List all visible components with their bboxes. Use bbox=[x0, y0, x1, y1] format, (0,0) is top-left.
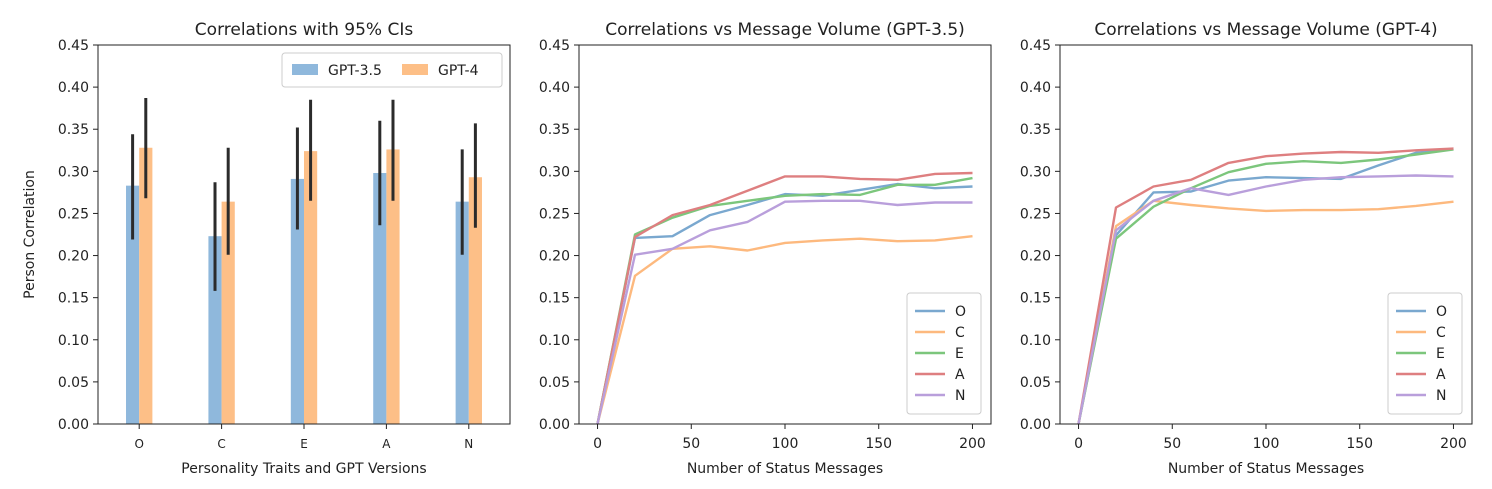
y-tick-label: 0.20 bbox=[539, 249, 570, 265]
legend-label: O bbox=[955, 304, 966, 320]
x-tick-label: C bbox=[217, 437, 225, 451]
x-axis-label: Personality Traits and GPT Versions bbox=[181, 461, 426, 477]
bar-GPT-4-A bbox=[386, 149, 400, 425]
plot-frame bbox=[578, 44, 992, 425]
bar-GPT-3.5-E bbox=[290, 178, 304, 424]
x-tick-label: 50 bbox=[1163, 436, 1181, 452]
y-tick-label: 0.25 bbox=[58, 206, 89, 222]
y-tick-label: 0.05 bbox=[1020, 375, 1051, 391]
legend-label: E bbox=[1436, 346, 1445, 362]
x-tick-label: 150 bbox=[865, 436, 892, 452]
bar-GPT-3.5-A bbox=[373, 173, 387, 424]
chart-panel-3: Correlations vs Message Volume (GPT-4) 0.… bbox=[1020, 20, 1473, 477]
legend-swatch-GPT-3.5 bbox=[292, 64, 318, 75]
y-tick-label: 0.25 bbox=[1020, 206, 1051, 222]
y-tick-label: 0.05 bbox=[58, 375, 89, 391]
series-line-N bbox=[1077, 174, 1454, 425]
x-axis-label: Number of Status Messages bbox=[687, 461, 883, 477]
y-tick-label: 0.45 bbox=[58, 38, 89, 54]
plot-frame bbox=[97, 44, 511, 425]
y-tick-label: 0.15 bbox=[1020, 291, 1051, 307]
series-line-N bbox=[596, 199, 973, 425]
x-tick-label: A bbox=[382, 437, 391, 451]
y-tick-label: 0.40 bbox=[539, 80, 570, 96]
legend-swatch-GPT-4 bbox=[402, 64, 428, 75]
x-tick-label: 150 bbox=[1346, 436, 1373, 452]
series-line-A bbox=[1077, 147, 1454, 425]
y-tick-label: 0.40 bbox=[1020, 80, 1051, 96]
legend-label: O bbox=[1436, 304, 1447, 320]
series-line-O bbox=[1077, 147, 1454, 425]
series-line-C bbox=[596, 235, 973, 425]
y-tick-label: 0.35 bbox=[1020, 122, 1051, 138]
x-tick-label: 100 bbox=[1253, 436, 1280, 452]
legend-label: GPT-3.5 bbox=[328, 63, 382, 79]
y-tick-label: 0.30 bbox=[539, 164, 570, 180]
legend-label: N bbox=[1436, 388, 1446, 404]
legend-label: A bbox=[955, 367, 965, 383]
x-tick-label: 0 bbox=[593, 436, 602, 452]
y-tick-label: 0.35 bbox=[539, 122, 570, 138]
y-tick-label: 0.40 bbox=[58, 80, 89, 96]
bar-GPT-3.5-N bbox=[455, 201, 469, 424]
y-tick-label: 0.10 bbox=[1020, 333, 1051, 349]
series-line-A bbox=[596, 171, 973, 425]
chart-panel-2: Correlations vs Message Volume (GPT-3.5)… bbox=[539, 20, 992, 477]
y-tick-label: 0.20 bbox=[58, 249, 89, 265]
legend-label: A bbox=[1436, 367, 1446, 383]
y-tick-label: 0.15 bbox=[539, 291, 570, 307]
x-tick-label: 200 bbox=[959, 436, 986, 452]
y-tick-label: 0.15 bbox=[58, 291, 89, 307]
bar-GPT-4-O bbox=[139, 147, 153, 425]
legend-box bbox=[281, 52, 503, 88]
x-axis-label: Number of Status Messages bbox=[1168, 461, 1364, 477]
y-tick-label: 0.10 bbox=[539, 333, 570, 349]
x-tick-label: 200 bbox=[1440, 436, 1467, 452]
y-axis-label: Person Correlation bbox=[22, 170, 38, 299]
bar-GPT-4-N bbox=[468, 177, 482, 424]
y-tick-label: 0.30 bbox=[58, 164, 89, 180]
legend: GPT-3.5 GPT-4 bbox=[281, 52, 503, 88]
y-tick-label: 0.10 bbox=[58, 333, 89, 349]
y-tick-label: 0.30 bbox=[1020, 164, 1051, 180]
chart-title: Correlations vs Message Volume (GPT-4) bbox=[1094, 20, 1437, 40]
series-line-E bbox=[1077, 148, 1454, 425]
x-tick-label: O bbox=[134, 437, 143, 451]
x-tick-label: 100 bbox=[772, 436, 799, 452]
legend-label: C bbox=[1436, 325, 1446, 341]
legend-label: E bbox=[955, 346, 964, 362]
x-tick-label: 0 bbox=[1074, 436, 1083, 452]
y-tick-label: 0.45 bbox=[539, 38, 570, 54]
y-tick-label: 0.45 bbox=[1020, 38, 1051, 54]
bar-GPT-4-C bbox=[221, 201, 235, 424]
y-tick-label: 0.00 bbox=[539, 417, 570, 433]
x-tick-label: N bbox=[464, 437, 473, 451]
y-tick-label: 0.25 bbox=[539, 206, 570, 222]
chart-title: Correlations vs Message Volume (GPT-3.5) bbox=[605, 20, 965, 40]
bar-GPT-3.5-C bbox=[208, 236, 222, 424]
x-tick-label: E bbox=[300, 437, 308, 451]
legend-label: N bbox=[955, 388, 965, 404]
x-tick-label: 50 bbox=[682, 436, 700, 452]
chart-panel-1: Correlations with 95% CIs 0.00 0.05 0.10 0.1… bbox=[22, 20, 511, 477]
plot-frame bbox=[1059, 44, 1473, 425]
chart-title: Correlations with 95% CIs bbox=[195, 20, 414, 40]
legend-label: C bbox=[955, 325, 965, 341]
legend-label: GPT-4 bbox=[438, 63, 479, 79]
bar-GPT-3.5-O bbox=[126, 185, 140, 424]
y-tick-label: 0.00 bbox=[58, 417, 89, 433]
y-tick-label: 0.35 bbox=[58, 122, 89, 138]
y-tick-label: 0.00 bbox=[1020, 417, 1051, 433]
y-tick-label: 0.05 bbox=[539, 375, 570, 391]
y-tick-label: 0.20 bbox=[1020, 249, 1051, 265]
bar-GPT-4-E bbox=[304, 151, 318, 424]
